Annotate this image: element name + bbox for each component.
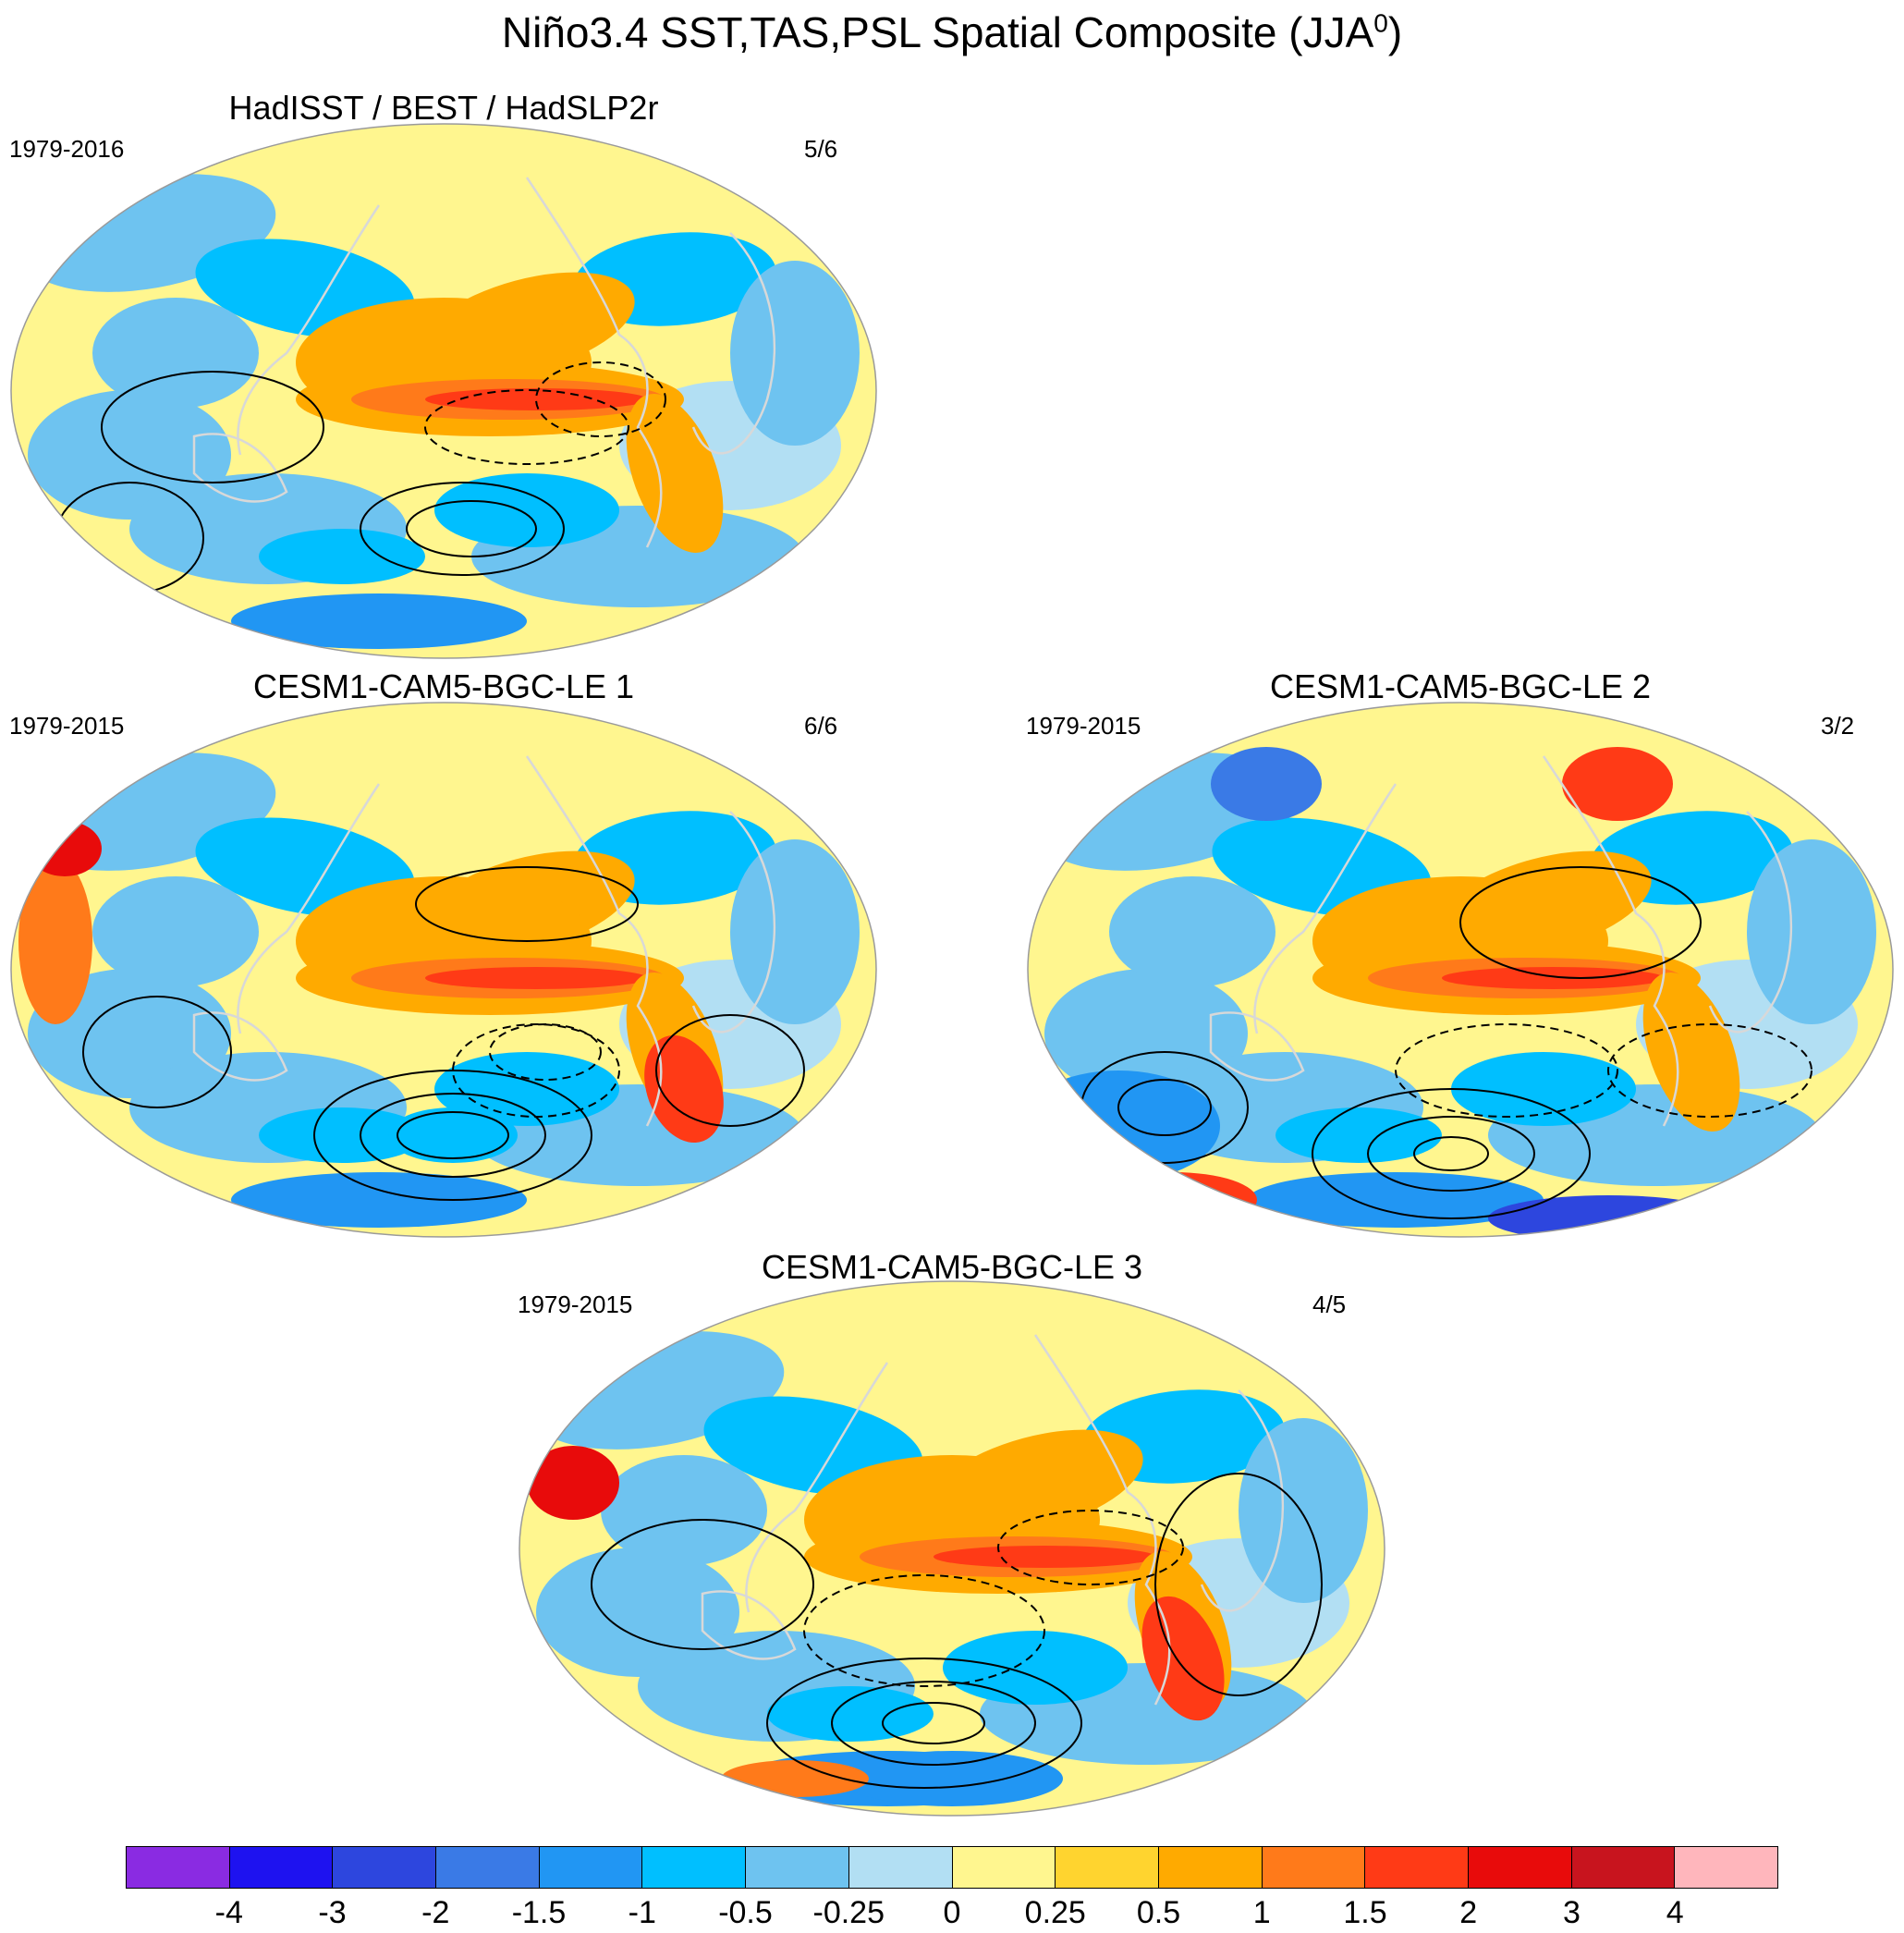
colorbar-swatch bbox=[1467, 1846, 1572, 1889]
panel-1-title: HadISST / BEST / HadSLP2r bbox=[228, 89, 659, 127]
colorbar bbox=[126, 1846, 1778, 1889]
map-panel-3 bbox=[1027, 702, 1894, 1238]
panel-4-count: 4/5 bbox=[1312, 1291, 1347, 1318]
colorbar-label: -1 bbox=[628, 1895, 656, 1930]
colorbar-swatch bbox=[1261, 1846, 1366, 1889]
colorbar-swatch bbox=[1570, 1846, 1676, 1889]
colorbar-swatch bbox=[228, 1846, 334, 1889]
colorbar-swatch bbox=[538, 1846, 643, 1889]
panel-3-years: 1979-2015 bbox=[1026, 712, 1141, 740]
colorbar-label: -4 bbox=[214, 1895, 243, 1930]
panel-1-years: 1979-2016 bbox=[9, 135, 125, 163]
panel-2-count: 6/6 bbox=[804, 712, 838, 740]
colorbar-swatch bbox=[435, 1846, 540, 1889]
colorbar-swatch bbox=[848, 1846, 953, 1889]
colorbar-swatch bbox=[641, 1846, 747, 1889]
colorbar-label: 0.25 bbox=[1024, 1895, 1086, 1930]
colorbar-label: 0 bbox=[943, 1895, 961, 1930]
colorbar-swatch bbox=[1157, 1846, 1263, 1889]
colorbar-labels: -4 -3 -2 -1.5 -1 -0.5 -0.25 0 0.25 0.5 1 1.5 2 3 4 bbox=[126, 1895, 1778, 1930]
map-panel-1 bbox=[10, 123, 877, 659]
map-panel-2 bbox=[10, 702, 877, 1238]
colorbar-label: -1.5 bbox=[511, 1895, 567, 1930]
colorbar-label: -0.25 bbox=[812, 1895, 885, 1930]
colorbar-swatch bbox=[126, 1846, 230, 1889]
colorbar-swatch bbox=[1055, 1846, 1159, 1889]
colorbar-label: -2 bbox=[421, 1895, 450, 1930]
colorbar-label: -0.5 bbox=[718, 1895, 773, 1930]
colorbar-swatch bbox=[745, 1846, 849, 1889]
colorbar-label: -3 bbox=[318, 1895, 347, 1930]
colorbar-swatch bbox=[332, 1846, 437, 1889]
panel-1-count: 5/6 bbox=[804, 135, 838, 163]
colorbar-swatch bbox=[1674, 1846, 1778, 1889]
panel-4-years: 1979-2015 bbox=[518, 1291, 633, 1318]
map-panel-4 bbox=[519, 1280, 1385, 1817]
colorbar-label: 2 bbox=[1459, 1895, 1478, 1930]
colorbar-label: 1 bbox=[1252, 1895, 1271, 1930]
colorbar-swatch bbox=[1364, 1846, 1469, 1889]
colorbar-label: 3 bbox=[1563, 1895, 1581, 1930]
colorbar-swatch bbox=[951, 1846, 1056, 1889]
panel-4-title: CESM1-CAM5-BGC-LE 3 bbox=[761, 1248, 1143, 1286]
figure-title: Niño3.4 SST,TAS,PSL Spatial Composite (J… bbox=[501, 8, 1403, 56]
colorbar-label: 0.5 bbox=[1136, 1895, 1181, 1930]
panel-2-years: 1979-2015 bbox=[9, 712, 125, 740]
panel-3-title: CESM1-CAM5-BGC-LE 2 bbox=[1269, 667, 1652, 705]
panel-3-count: 3/2 bbox=[1821, 712, 1855, 740]
panel-2-title: CESM1-CAM5-BGC-LE 1 bbox=[252, 667, 635, 705]
colorbar-label: 4 bbox=[1666, 1895, 1684, 1930]
colorbar-label: 1.5 bbox=[1343, 1895, 1387, 1930]
